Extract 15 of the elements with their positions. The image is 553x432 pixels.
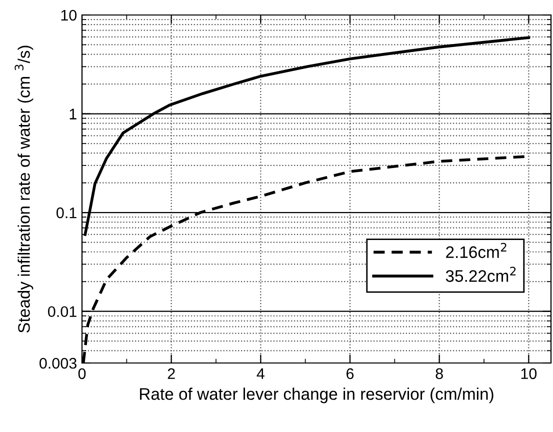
- x-tick-label: 10: [521, 368, 537, 380]
- y-tick-label: 1: [70, 108, 76, 120]
- x-tick-label: 2: [168, 368, 175, 379]
- y-tick-label: 0.1: [56, 207, 76, 218]
- y-tick-label: 0.01: [48, 306, 76, 318]
- legend-label: 35.22cm$^{2}$: [446, 266, 516, 282]
- y-tick-label: 0.003: [40, 358, 76, 369]
- y-tick-label: 10: [61, 10, 77, 21]
- y-axis-title: Steady infiltration rate of water (cm $^{3}$/s): [14, 46, 34, 333]
- x-tick-label: 8: [436, 368, 443, 380]
- legend-label: 2.16cm$^{2}$: [446, 242, 506, 258]
- x-tick-label: 0: [78, 368, 86, 380]
- x-axis-title: Rate of water lever change in reservior (cm/min): [140, 388, 494, 404]
- x-tick-label: 4: [256, 368, 264, 379]
- x-tick-label: 6: [346, 368, 354, 380]
